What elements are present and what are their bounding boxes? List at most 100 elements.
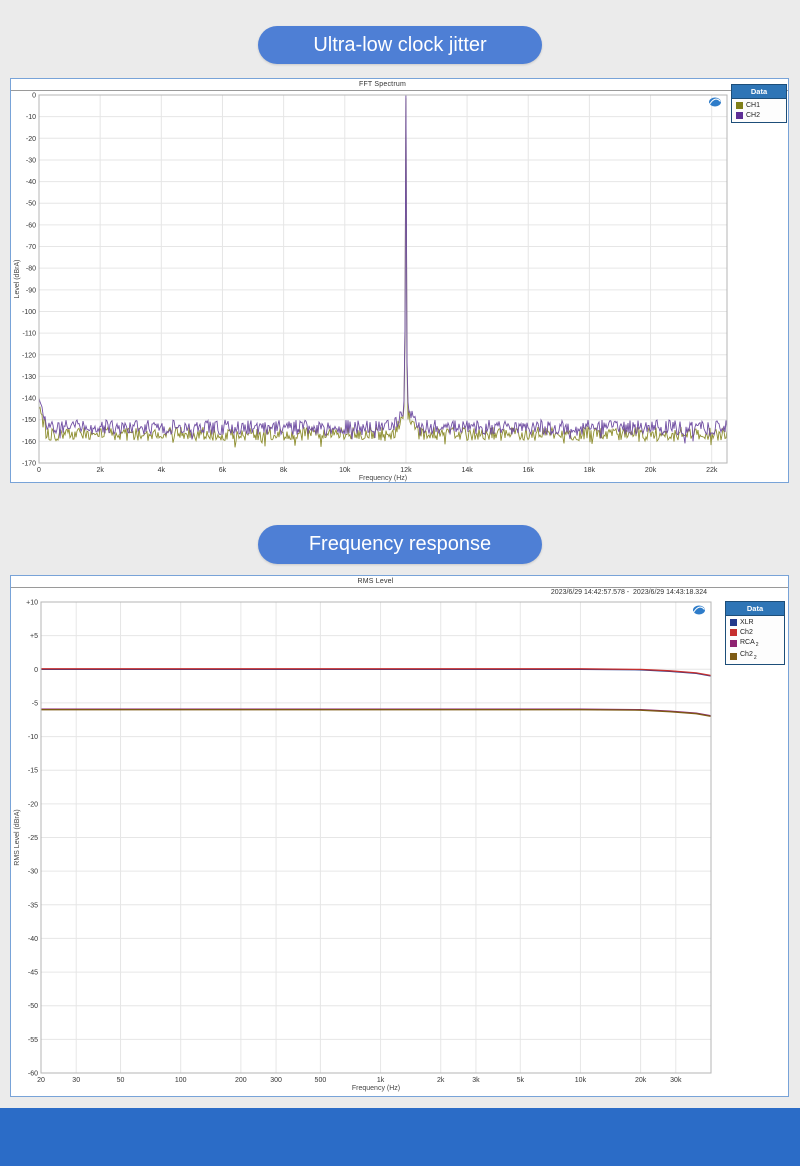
legend-header: Data [726,602,784,616]
heading-text: Frequency response [308,533,492,555]
x-tick-label: 100 [175,1077,187,1084]
y-tick-label: -170 [22,461,36,468]
legend: Data XLR Ch2 RCA2 Ch22 [725,601,785,665]
heading-pill-frequency-response: Frequency response [258,525,542,564]
y-tick-label: -40 [28,936,38,943]
legend-swatch [730,619,737,626]
x-tick-label: 500 [315,1077,327,1084]
legend-label: CH2 [746,112,761,119]
y-tick-label: -100 [22,309,36,316]
legend-entry: RCA2 [726,636,784,648]
legend-entry: CH2 [732,109,786,122]
y-tick-label: +10 [26,600,38,607]
x-tick-label: 20k [635,1077,647,1084]
x-tick-label: 16k [523,467,535,474]
y-tick-label: -160 [22,439,36,446]
heading-pill-clock-jitter: Ultra-low clock jitter [258,26,542,64]
y-tick-label: -60 [26,222,36,229]
y-tick-label: -110 [23,331,37,338]
x-tick-label: 300 [270,1077,282,1084]
y-tick-label: -50 [26,201,36,208]
rms-level-plot: +10 +5 0 -5 -10 -15 -20 -25 -30 -35 -40 -45 -50 -55 -6… [14,600,712,1092]
y-tick-label: -120 [22,352,36,359]
heading-text: Ultra-low clock jitter [313,33,487,56]
y-tick-label: -20 [26,136,36,143]
y-tick-label: -30 [26,157,36,164]
y-tick-label: -90 [26,287,36,294]
x-axis-label: Frequency (Hz) [352,1085,400,1092]
y-tick-label: -40 [26,179,36,186]
x-tick-label: 0 [37,467,41,474]
y-tick-label: -30 [28,869,38,876]
y-tick-label: +5 [30,633,38,640]
fft-spectrum-plot: 0 -10 -20 -30 -40 -50 -60 -70 -80 -90 -100 -110 -120… [14,93,728,482]
x-tick-label: 2k [437,1077,445,1084]
rms-level-card: RMS Level 2023/6/29 14:42:57.578 - 2023/… [10,575,789,1097]
x-tick-label: 30 [72,1077,80,1084]
legend-label: CH1 [746,102,761,109]
legend-swatch [736,112,743,119]
ap-logo-icon [693,605,705,615]
x-tick-label: 10k [339,467,351,474]
legend-label: Ch22 [740,651,757,661]
legend-swatch [736,102,743,109]
x-tick-label: 4k [158,467,166,474]
y-tick-label: -10 [26,114,36,121]
series-Ch2-2 [41,709,712,718]
x-tick-label: 5k [517,1077,525,1084]
y-tick-label: -55 [28,1037,38,1044]
x-tick-label: 6k [219,467,227,474]
y-tick-label: -60 [28,1071,38,1078]
legend-entry: Ch22 [726,648,784,663]
y-tick-label: -70 [26,244,36,251]
series-Ch2 [41,668,712,677]
x-tick-label: 14k [461,467,473,474]
legend-entry: XLR [726,616,784,626]
x-tick-label: 8k [280,467,288,474]
measurement-time-range: 2023/6/29 14:42:57.578 - 2023/6/29 14:43… [550,589,707,596]
y-axis-label: RMS Level (dBrA) [14,809,21,865]
x-axis-label: Frequency (Hz) [359,475,407,482]
series-CH2 [38,95,728,444]
ap-logo-icon [709,97,721,107]
y-tick-label: -45 [28,970,38,977]
x-tick-label: 20 [37,1077,45,1084]
y-tick-label: -15 [28,768,38,775]
y-tick-label: -130 [22,374,36,381]
x-tick-label: 50 [117,1077,125,1084]
chart-title: RMS Level [357,578,394,585]
y-tick-label: -20 [28,801,38,808]
x-tick-label: 20k [645,467,657,474]
y-tick-label: -10 [28,734,38,741]
chart-title: FFT Spectrum [358,81,406,88]
legend-swatch [730,629,737,636]
legend-entry: CH1 [732,99,786,109]
y-tick-label: -5 [32,700,38,707]
legend-entry: Ch2 [726,626,784,636]
legend-label: Ch2 [740,629,753,636]
y-tick-label: 0 [34,667,38,674]
y-axis-label: Level (dBrA) [14,260,21,299]
y-tick-label: -150 [22,417,36,424]
y-tick-label: -35 [28,902,38,909]
x-tick-label: 200 [235,1077,247,1084]
legend-label: XLR [740,619,754,626]
x-tick-label: 18k [584,467,596,474]
legend-swatch [730,640,737,648]
chart-header: RMS Level [11,576,788,588]
x-tick-label: 3k [472,1077,480,1084]
y-tick-label: -25 [28,835,38,842]
x-tick-label: 2k [96,467,104,474]
y-tick-label: -50 [28,1003,38,1010]
legend-label: RCA2 [740,639,759,649]
x-tick-label: 22k [706,467,718,474]
x-tick-label: 1k [377,1077,385,1084]
y-tick-label: -80 [26,266,36,273]
series-CH1 [38,98,728,448]
y-tick-label: 0 [32,93,36,100]
legend-header: Data [732,85,786,99]
x-tick-label: 12k [400,467,412,474]
fft-spectrum-card: FFT Spectrum 0 -10 -20 -30 -40 -50 -60 -70 -80 -9… [10,78,789,483]
x-tick-label: 10k [575,1077,587,1084]
